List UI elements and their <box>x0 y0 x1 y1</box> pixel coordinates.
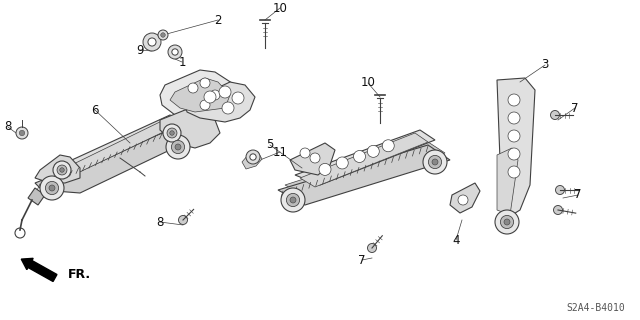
Text: 10: 10 <box>360 76 376 90</box>
Circle shape <box>423 150 447 174</box>
Circle shape <box>367 145 380 157</box>
Circle shape <box>300 148 310 158</box>
Polygon shape <box>242 152 262 169</box>
Circle shape <box>556 186 564 195</box>
Circle shape <box>200 100 210 110</box>
Text: 1: 1 <box>179 55 186 68</box>
Circle shape <box>19 130 25 136</box>
Circle shape <box>172 140 184 154</box>
Polygon shape <box>50 115 185 177</box>
Polygon shape <box>450 183 480 213</box>
Circle shape <box>382 140 394 152</box>
Text: FR.: FR. <box>68 268 91 282</box>
Circle shape <box>281 188 305 212</box>
Polygon shape <box>497 78 535 215</box>
Circle shape <box>168 45 182 59</box>
Text: 7: 7 <box>572 101 579 115</box>
Circle shape <box>161 33 165 37</box>
Polygon shape <box>300 133 428 187</box>
Text: 4: 4 <box>452 234 460 246</box>
Circle shape <box>204 91 216 103</box>
Circle shape <box>250 154 256 160</box>
Text: 8: 8 <box>4 121 12 133</box>
Text: 8: 8 <box>156 215 164 228</box>
Circle shape <box>290 197 296 203</box>
Circle shape <box>458 195 468 205</box>
Circle shape <box>166 135 190 159</box>
Circle shape <box>232 92 244 104</box>
Circle shape <box>179 215 188 225</box>
Circle shape <box>57 165 67 175</box>
Circle shape <box>163 124 181 142</box>
FancyArrow shape <box>21 258 57 282</box>
Circle shape <box>504 219 510 225</box>
Circle shape <box>287 193 300 207</box>
Polygon shape <box>160 70 240 118</box>
Circle shape <box>148 38 156 46</box>
Circle shape <box>158 30 168 40</box>
Circle shape <box>550 110 559 119</box>
Circle shape <box>170 131 174 135</box>
Polygon shape <box>55 118 180 179</box>
Polygon shape <box>185 82 255 122</box>
Circle shape <box>49 185 55 191</box>
Circle shape <box>210 90 220 100</box>
Circle shape <box>45 181 59 195</box>
Circle shape <box>219 86 231 98</box>
Polygon shape <box>278 145 450 205</box>
Circle shape <box>508 166 520 178</box>
Circle shape <box>432 159 438 165</box>
Circle shape <box>143 33 161 51</box>
Circle shape <box>188 83 198 93</box>
Circle shape <box>367 244 376 252</box>
Circle shape <box>40 176 64 200</box>
Circle shape <box>428 156 442 169</box>
Circle shape <box>172 49 178 55</box>
Polygon shape <box>170 78 230 112</box>
Circle shape <box>167 128 177 138</box>
Polygon shape <box>285 140 445 198</box>
Polygon shape <box>295 130 435 185</box>
Text: 7: 7 <box>574 188 582 202</box>
Text: 2: 2 <box>214 13 221 27</box>
Circle shape <box>495 210 519 234</box>
Text: 6: 6 <box>92 103 99 116</box>
Circle shape <box>222 102 234 114</box>
Circle shape <box>310 153 320 163</box>
Polygon shape <box>290 143 335 175</box>
Polygon shape <box>160 110 220 148</box>
Circle shape <box>353 150 365 163</box>
Circle shape <box>336 157 348 169</box>
Polygon shape <box>35 128 195 193</box>
Circle shape <box>508 148 520 160</box>
Text: S2A4-B4010: S2A4-B4010 <box>566 303 625 313</box>
Circle shape <box>175 144 181 150</box>
Text: 5: 5 <box>266 139 274 151</box>
Polygon shape <box>35 155 80 183</box>
Circle shape <box>246 150 260 164</box>
Text: 11: 11 <box>273 146 287 158</box>
Text: 9: 9 <box>136 44 144 57</box>
Circle shape <box>554 205 563 214</box>
Circle shape <box>53 161 71 179</box>
Circle shape <box>319 164 331 175</box>
Circle shape <box>508 130 520 142</box>
Circle shape <box>508 112 520 124</box>
Polygon shape <box>497 148 518 215</box>
Polygon shape <box>42 123 182 187</box>
Polygon shape <box>28 188 45 205</box>
Text: 3: 3 <box>541 59 548 71</box>
Circle shape <box>200 78 210 88</box>
Circle shape <box>500 215 514 228</box>
Text: 7: 7 <box>358 253 365 267</box>
Circle shape <box>60 168 64 172</box>
Text: 10: 10 <box>273 2 287 14</box>
Circle shape <box>16 127 28 139</box>
Circle shape <box>508 94 520 106</box>
